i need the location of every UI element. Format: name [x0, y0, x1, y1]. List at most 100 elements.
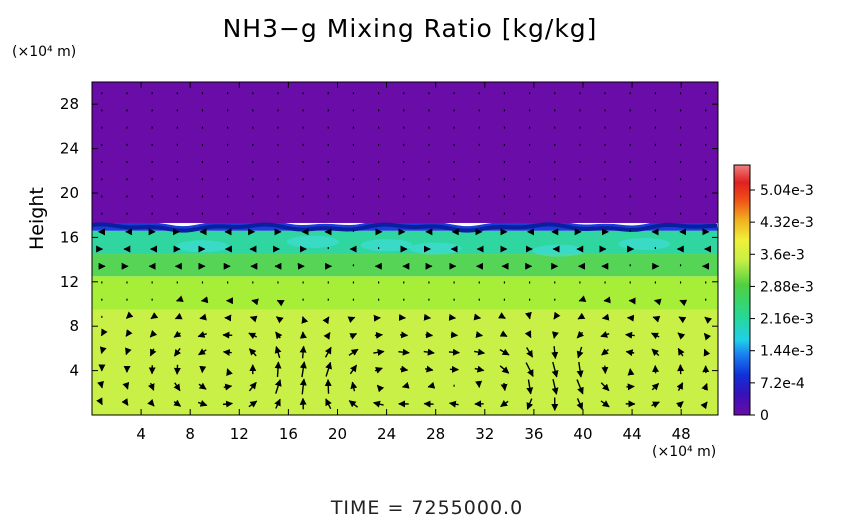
wind-vector — [576, 330, 585, 339]
x-tick-label: 40 — [573, 425, 592, 443]
wind-vector — [703, 332, 712, 341]
wind-vector — [322, 316, 330, 325]
wind-vector — [704, 316, 713, 324]
wind-vector — [450, 331, 459, 339]
wind-vector — [174, 312, 183, 320]
wind-vector — [499, 330, 508, 338]
x-tick-label: 48 — [672, 425, 691, 443]
wind-vector — [99, 346, 107, 355]
wind-vector — [350, 381, 358, 392]
wind-vector — [125, 311, 134, 319]
wind-vector — [625, 331, 635, 339]
wind-vector — [299, 345, 307, 359]
wind-vector — [274, 398, 281, 409]
wind-vectors — [96, 92, 713, 412]
wind-vector — [121, 398, 129, 406]
wind-vector — [173, 330, 182, 338]
wind-vector — [448, 400, 459, 408]
wind-vector — [373, 348, 385, 356]
wind-vector — [400, 331, 409, 339]
wind-vector — [600, 331, 610, 338]
colorbar-tick-label: 2.88e-3 — [760, 279, 814, 295]
colorbar-tick-label: 4.32e-3 — [760, 215, 814, 231]
wind-vector — [376, 384, 385, 393]
wind-vector — [425, 331, 434, 339]
wind-vector — [223, 383, 233, 391]
colorbar-tick-label: 7.2e-4 — [760, 376, 805, 392]
x-tick-label: 4 — [136, 425, 146, 443]
wind-vector — [401, 381, 410, 389]
wind-vector — [474, 348, 486, 356]
colorbar — [733, 164, 751, 416]
wind-vector — [198, 348, 207, 356]
wind-vector — [222, 349, 232, 356]
wind-vector — [499, 348, 510, 356]
wind-vector — [625, 349, 635, 357]
time-label: TIME = 7255000.0 — [330, 497, 524, 519]
wind-vector — [97, 380, 104, 389]
wind-vector — [150, 312, 159, 320]
wind-vector — [553, 311, 561, 320]
mixing-ratio-field — [92, 82, 718, 415]
wind-vector — [499, 365, 510, 374]
wind-vector — [551, 361, 559, 378]
wind-vector — [576, 346, 584, 359]
wind-vector — [173, 348, 182, 357]
cyan-patch — [286, 235, 339, 248]
wind-vector — [399, 365, 409, 373]
y-tick-label: 12 — [60, 273, 79, 291]
cyan-patch — [176, 240, 229, 253]
wind-vector — [199, 365, 207, 374]
x-tick-label: 20 — [328, 425, 347, 443]
x-tick-label: 12 — [230, 425, 249, 443]
wind-vector — [577, 312, 586, 320]
colorbar-tick-label: 0 — [760, 408, 769, 424]
wind-vector — [576, 361, 584, 378]
wind-vector — [498, 312, 506, 319]
wind-vector — [325, 361, 332, 377]
wind-vector — [349, 364, 358, 375]
wind-vector — [173, 399, 182, 407]
colorbar-tick-label: 2.16e-3 — [760, 312, 814, 328]
x-tick-label: 44 — [623, 425, 642, 443]
wind-vector — [275, 316, 284, 324]
wind-vector — [323, 332, 331, 340]
wind-vector — [651, 332, 660, 340]
wind-vector — [651, 401, 660, 408]
wind-vector — [348, 348, 359, 356]
wind-vector — [149, 330, 158, 338]
field-layer — [92, 82, 718, 223]
x-axis: 4 8 12 16 20 24 28 32 36 40 44 48 — [136, 82, 691, 443]
wind-vector — [274, 361, 282, 377]
chart-title: NH3−g Mixing Ratio [kg/kg] — [222, 14, 598, 43]
wind-vector — [526, 398, 534, 410]
colorbar-tick-label: 5.04e-3 — [760, 183, 814, 199]
wind-vector — [248, 348, 257, 357]
y-tick-label: 28 — [60, 95, 79, 113]
wind-vector — [372, 400, 384, 408]
y-tick-label: 20 — [60, 184, 79, 202]
wind-vector — [700, 401, 708, 410]
y-tick-label: 4 — [69, 362, 79, 380]
wind-vector — [526, 379, 534, 395]
wind-vector — [349, 332, 358, 340]
wind-vector — [448, 348, 460, 356]
wind-vector — [552, 331, 559, 339]
wind-vector — [500, 400, 509, 408]
wind-vector — [423, 348, 435, 356]
wind-vector — [248, 400, 258, 408]
wind-vector — [576, 398, 583, 410]
wind-vector — [652, 315, 661, 323]
wind-vector — [703, 348, 711, 357]
wind-vector — [276, 299, 285, 307]
wind-vector — [423, 400, 434, 408]
wind-vector — [249, 315, 258, 323]
wind-vector — [678, 316, 687, 324]
wind-vector — [524, 330, 532, 339]
wind-vector — [197, 400, 208, 407]
wind-vector — [374, 367, 383, 374]
wind-vector — [601, 365, 609, 375]
wind-vector — [651, 383, 660, 391]
cyan-patch — [360, 239, 413, 252]
